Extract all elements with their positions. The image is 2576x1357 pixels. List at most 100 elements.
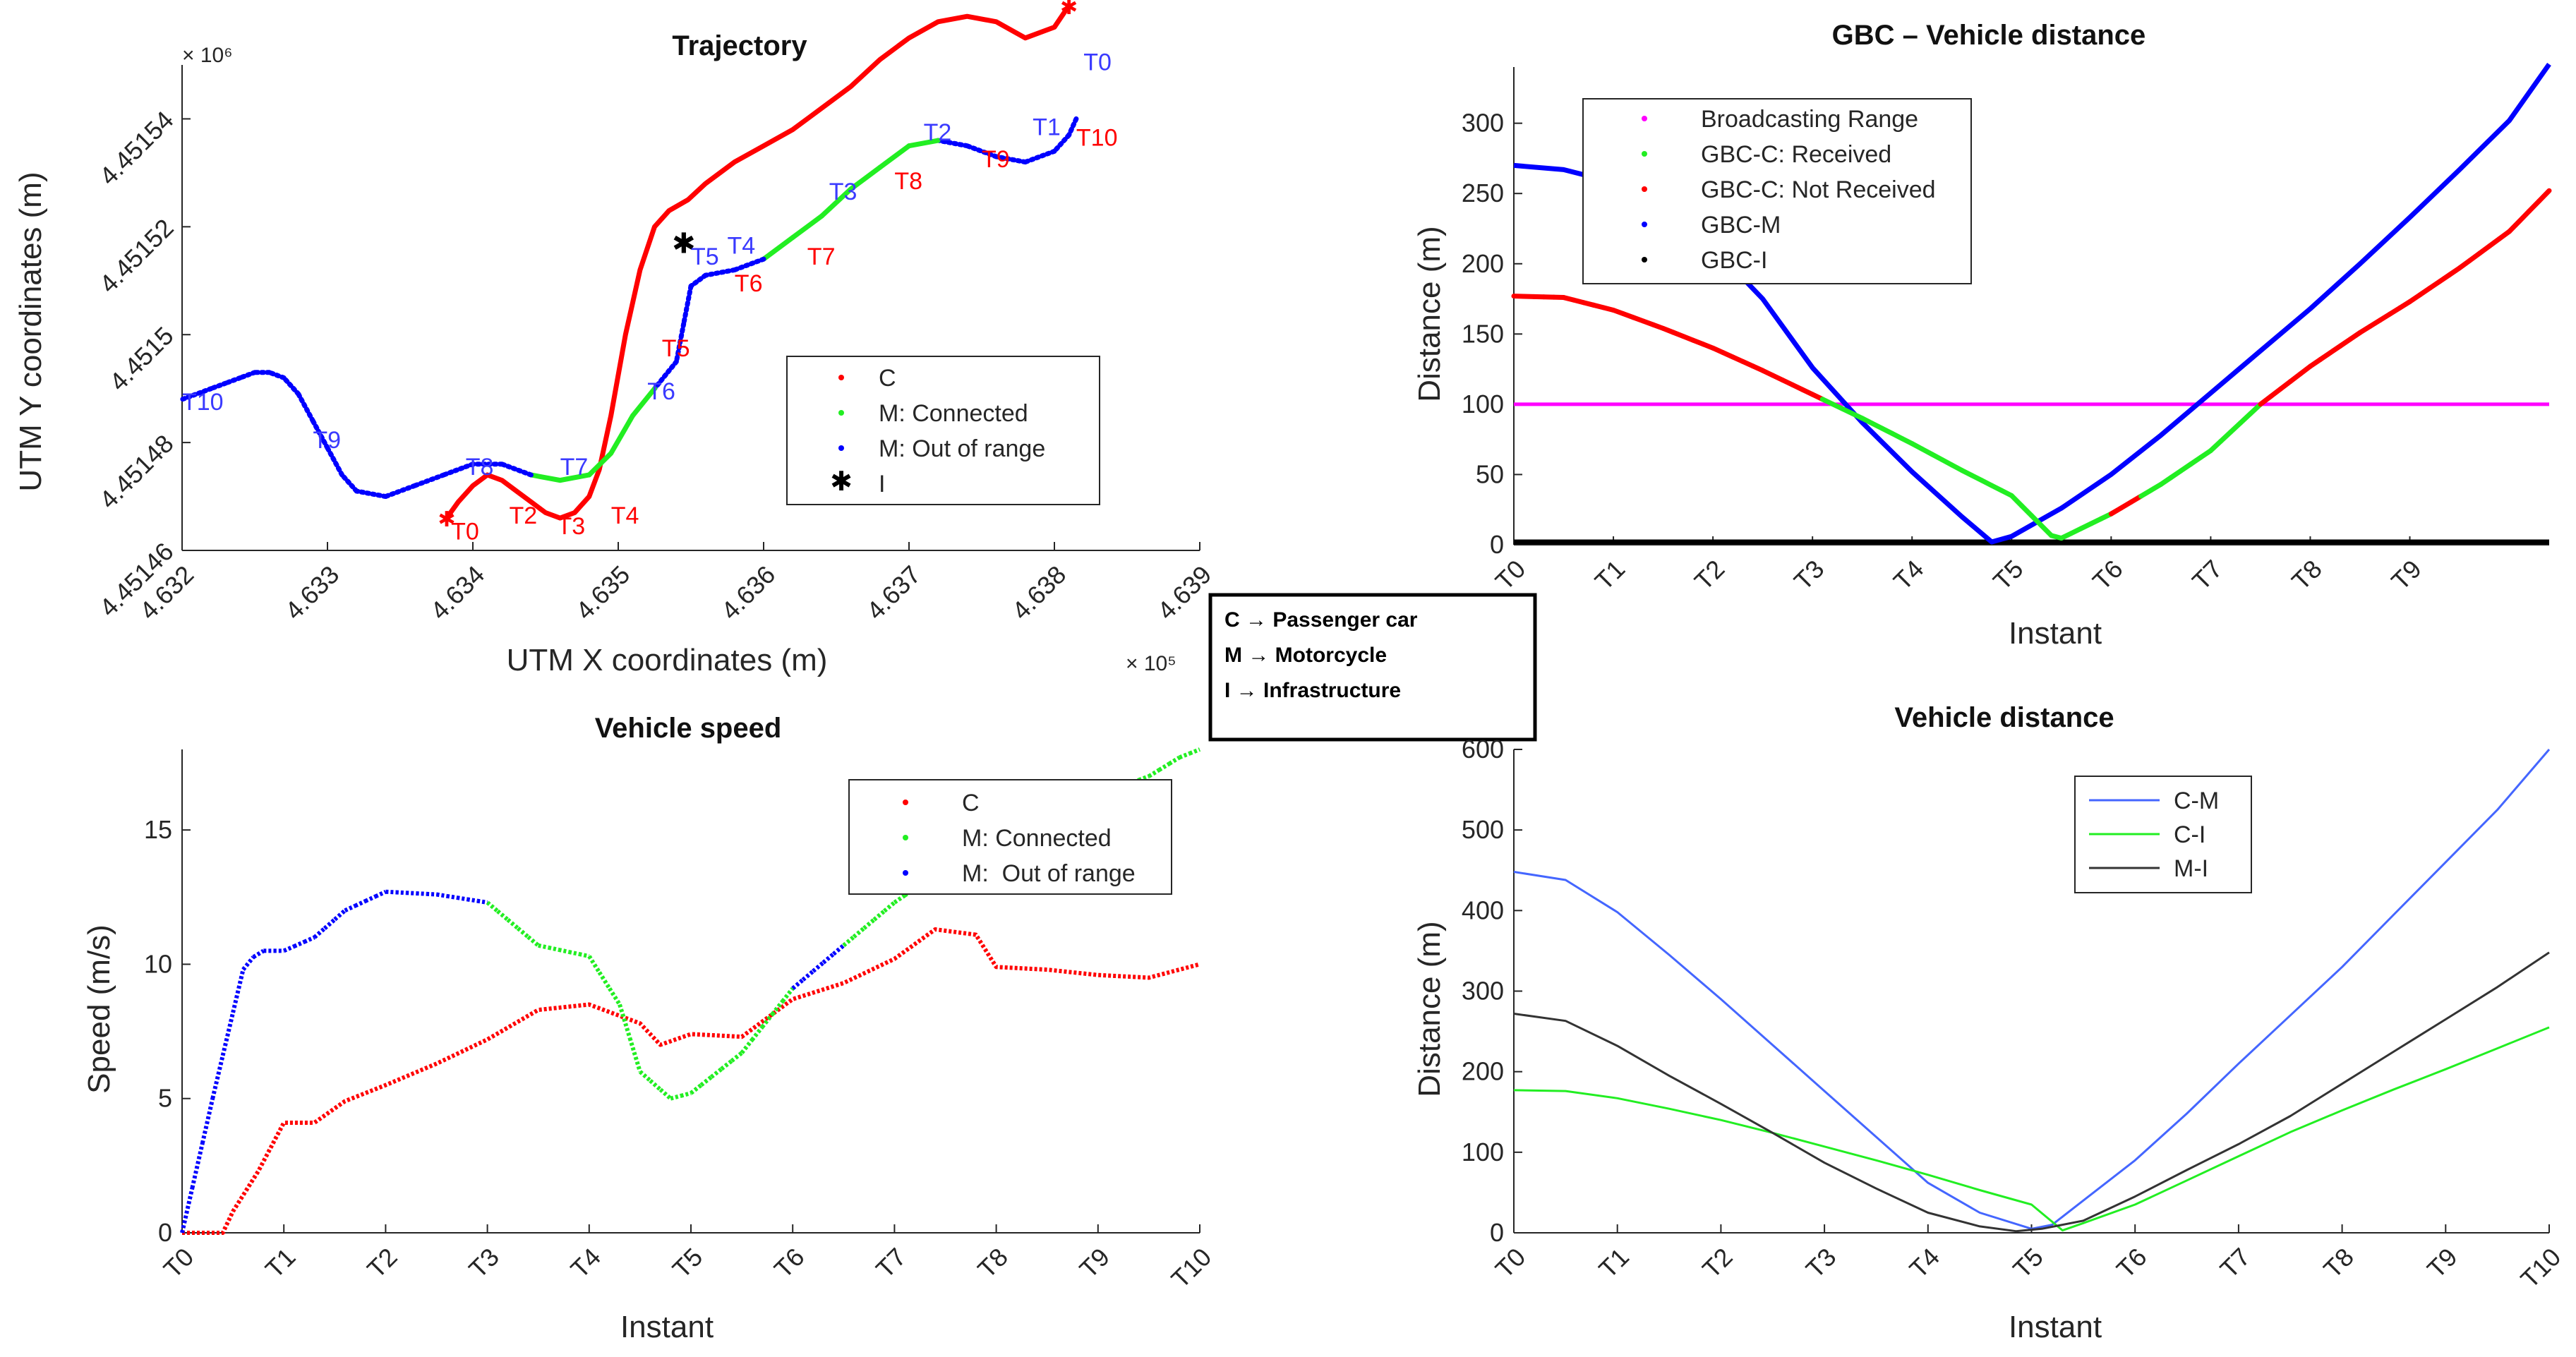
c-time-label: T5: [662, 335, 690, 362]
m-connected-speed-segment: [699, 1075, 713, 1087]
y-axis-label: Distance (m): [1412, 921, 1447, 1097]
m-connected-speed-segment: [720, 1059, 733, 1071]
legend-label-c: C: [962, 790, 980, 816]
legend: C-M C-I M-I: [2074, 776, 2252, 893]
legend-marker-m-connected: [838, 410, 844, 416]
m-connected-segment: [608, 413, 636, 456]
x-axis-label: UTM X coordinates (m): [507, 643, 828, 677]
m-connected-speed-segment: [496, 909, 510, 922]
m-out-of-range-speed-segment: [385, 889, 396, 895]
chart-title: GBC – Vehicle distance: [1832, 20, 2146, 51]
m-connected-speed-segment: [1168, 755, 1181, 766]
m-time-label: T6: [647, 378, 675, 405]
legend-marker-gbc-m: [1642, 222, 1647, 227]
m-time-label: T3: [829, 179, 857, 205]
c-speed-line: [182, 927, 1200, 1235]
m-out-of-range-speed-segment: [323, 917, 337, 930]
x-exponent-label: × 10⁵: [1126, 652, 1176, 675]
y-tick-label: 50: [1476, 459, 1504, 488]
y-tick-label: 300: [1462, 977, 1504, 1006]
m-connected-speed-segment: [740, 1038, 754, 1054]
m-out-of-range-segment: [383, 483, 418, 500]
chart-title: Vehicle speed: [595, 713, 782, 744]
m-out-of-range-speed-segment: [293, 939, 306, 948]
m-connected-speed-segment: [690, 1083, 703, 1095]
m-connected-speed-segment: [842, 935, 855, 948]
m-out-of-range-speed-segment: [831, 943, 845, 956]
m-out-of-range-segment: [310, 418, 330, 451]
chart-title: Trajectory: [672, 30, 807, 61]
legend-marker-m-connected: [903, 835, 908, 840]
m-connected-speed-segment: [862, 917, 876, 930]
m-connected-speed-segment: [548, 945, 560, 952]
m-connected-speed-segment: [638, 1070, 652, 1082]
legend-marker-m-out-of-range: [838, 445, 844, 451]
y-axis-label: Distance (m): [1412, 226, 1447, 402]
c-time-label: T6: [735, 270, 763, 297]
key-line-motorcycle: M → Motorcycle: [1224, 644, 1387, 667]
m-out-of-range-speed-segment: [374, 889, 387, 899]
legend-marker-infrastructure: ✱: [830, 467, 853, 497]
m-out-of-range-speed-segment: [313, 927, 326, 939]
c-time-label: T8: [894, 168, 922, 195]
legend-frame: [1582, 98, 1972, 284]
m-connected-segment: [848, 164, 883, 192]
m-out-of-range-speed-segment: [476, 898, 488, 905]
legend: C M: Connected M: Out of range: [848, 779, 1172, 895]
y-exponent-label: × 10⁶: [182, 44, 233, 67]
legend-label-m-connected: M: Connected: [962, 825, 1112, 852]
m-out-of-range-segment: [964, 143, 999, 159]
c-time-label: T0: [451, 519, 479, 545]
legend-label-m-connected: M: Connected: [879, 400, 1028, 427]
legend-label-m-out-of-range: M: Out of range: [879, 435, 1045, 462]
m-out-of-range-speed-segment: [282, 944, 295, 953]
m-connected-segment: [790, 213, 824, 241]
point-labels: T0 T2 T3 T4 T5 T6 T7 T8 T9 T10 T10 T9 T8 T7 T6 T5 T4 T3 T2…: [182, 49, 1117, 545]
m-connected-segment: [877, 143, 912, 170]
m-out-of-range-segment: [281, 375, 301, 397]
series-line-c-m: [1513, 749, 2551, 1230]
m-out-of-range-segment: [267, 370, 287, 380]
c-trajectory-line: [444, 3, 1072, 521]
c-time-label: T10: [1076, 125, 1118, 152]
y-tick-label: 100: [1462, 1138, 1504, 1166]
m-connected-speed-segment: [750, 1025, 764, 1042]
c-start-marker: ✱: [438, 508, 455, 531]
m-out-of-range-segment: [1066, 116, 1079, 138]
y-tick-label: 300: [1462, 109, 1504, 138]
m-connected-speed-segment: [883, 900, 896, 913]
m-connected-segment: [528, 472, 563, 483]
m-connected-speed-segment: [627, 1037, 642, 1073]
m-out-of-range-speed-segment: [791, 978, 805, 990]
m-connected-speed-segment: [893, 893, 906, 905]
y-tick-label: 150: [1462, 319, 1504, 348]
c-time-label: T3: [557, 513, 585, 540]
m-out-of-range-segment: [412, 472, 447, 488]
m-out-of-range-speed-segment: [241, 955, 255, 971]
m-connected-speed-segment: [526, 935, 540, 948]
y-tick-label: 400: [1462, 895, 1504, 924]
m-out-of-range-segment: [1052, 132, 1072, 154]
m-connected-speed-segment: [1157, 761, 1171, 772]
m-out-of-range-speed-segment: [395, 890, 407, 895]
chart-title: Vehicle distance: [1894, 702, 2114, 733]
m-out-of-range-segment: [652, 358, 679, 392]
m-out-of-range-segment: [688, 272, 709, 289]
m-out-of-range-speed-segment: [333, 909, 347, 922]
legend-marker-m-out-of-range: [903, 870, 908, 876]
c-end-marker: ✱: [1060, 0, 1078, 19]
m-out-of-range-segment: [208, 380, 229, 392]
vehicle-distance-chart: Vehicle distance Instant Distance (m) T0…: [1412, 702, 2566, 1344]
legend-marker-c: [838, 375, 844, 380]
m-connected-speed-segment: [568, 950, 579, 956]
m-connected-speed-segment: [760, 1013, 774, 1029]
legend-frame: [786, 356, 1100, 505]
infrastructure-marker: ✱: [672, 228, 696, 259]
m-connected-speed-segment: [506, 917, 519, 930]
m-connected-speed-segment: [852, 927, 866, 939]
legend-label-c-m: C-M: [2174, 788, 2219, 814]
m-out-of-range-segment: [441, 462, 476, 478]
m-out-of-range-segment: [681, 283, 694, 327]
y-tick-label: 200: [1462, 1057, 1504, 1086]
